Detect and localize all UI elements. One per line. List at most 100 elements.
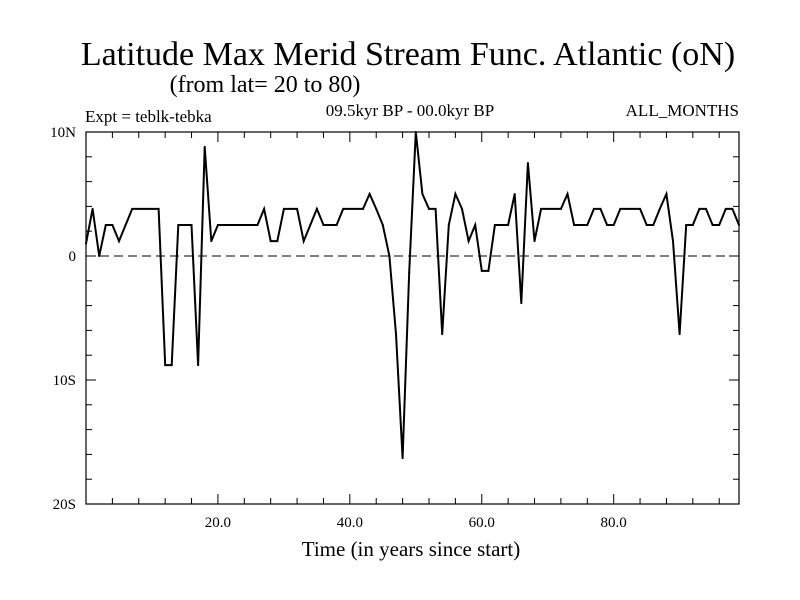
data-point — [619, 207, 622, 210]
data-point — [731, 207, 734, 210]
data-point — [474, 224, 477, 226]
data-point — [322, 224, 325, 226]
data-point — [183, 224, 186, 226]
data-point — [711, 224, 714, 226]
x-tick-label: 20.0 — [205, 515, 231, 531]
data-point — [124, 224, 127, 226]
data-point — [705, 207, 708, 210]
data-point — [230, 224, 233, 226]
data-point — [652, 224, 655, 226]
data-point — [460, 207, 463, 210]
data-point — [197, 364, 200, 367]
data-point — [289, 207, 292, 210]
months-label: ALL_MONTHS — [626, 101, 739, 120]
period-label: 09.5kyr BP - 00.0kyr BP — [326, 101, 494, 120]
data-point — [408, 271, 411, 274]
data-point — [170, 364, 173, 367]
data-point — [164, 364, 167, 367]
data-point — [540, 207, 543, 210]
data-point — [302, 240, 305, 243]
data-point — [104, 224, 107, 226]
data-point — [507, 224, 510, 226]
data-point — [500, 224, 503, 226]
data-point — [85, 242, 87, 245]
data-point — [117, 240, 120, 243]
data-point — [375, 207, 378, 210]
data-point — [526, 162, 529, 164]
data-point — [144, 207, 147, 210]
data-point — [269, 240, 272, 243]
data-point — [427, 207, 430, 210]
data-point — [282, 207, 285, 210]
data-point — [632, 207, 635, 210]
data-point — [559, 207, 562, 210]
y-tick-label: 10N — [50, 125, 76, 141]
data-point — [487, 269, 490, 272]
data-point — [441, 333, 444, 336]
chart-title: Latitude Max Merid Stream Func. Atlantic… — [81, 36, 735, 73]
data-point — [137, 207, 140, 210]
data-point — [480, 269, 483, 272]
chart-subtitle: (from lat= 20 to 80) — [170, 72, 361, 98]
data-point — [599, 207, 602, 210]
x-tick-label: 80.0 — [601, 515, 627, 531]
data-point — [296, 207, 299, 210]
data-point — [329, 224, 332, 226]
data-point — [738, 224, 740, 226]
data-point — [612, 224, 615, 226]
data-point — [131, 207, 134, 210]
data-point — [421, 193, 424, 195]
data-point — [685, 224, 688, 226]
data-point — [586, 224, 589, 226]
data-point — [573, 224, 576, 226]
data-point — [447, 224, 450, 226]
data-point — [177, 224, 180, 226]
data-point — [401, 457, 404, 460]
data-point — [348, 207, 351, 210]
data-point — [216, 224, 219, 226]
x-axis-label: Time (in years since start) — [302, 537, 521, 561]
data-point — [157, 207, 160, 210]
data-point — [553, 207, 556, 210]
data-point — [658, 207, 661, 210]
data-point — [493, 224, 496, 226]
data-point — [263, 207, 266, 210]
data-point — [579, 224, 582, 226]
data-point — [190, 224, 193, 226]
data-point — [639, 207, 642, 210]
expt-label: Expt = teblk-tebka — [85, 107, 212, 126]
data-point — [342, 207, 345, 210]
data-point — [592, 207, 595, 210]
data-point — [368, 193, 371, 195]
data-point — [434, 207, 437, 210]
data-point — [91, 207, 94, 210]
data-point — [388, 255, 391, 257]
data-point — [355, 207, 358, 210]
data-point — [566, 193, 569, 195]
y-tick-label: 10S — [53, 373, 76, 389]
data-point — [243, 224, 246, 226]
data-point — [520, 302, 523, 305]
data-point — [665, 193, 668, 195]
data-point — [210, 240, 213, 243]
data-point — [546, 207, 549, 210]
data-point — [236, 224, 239, 226]
data-point — [256, 224, 259, 226]
data-point — [315, 207, 318, 210]
data-point — [223, 224, 226, 226]
data-point — [395, 333, 398, 336]
data-point — [672, 240, 675, 243]
data-point — [678, 333, 681, 336]
x-tick-label: 40.0 — [337, 515, 363, 531]
data-point — [645, 224, 648, 226]
data-point — [98, 255, 101, 257]
data-point — [203, 145, 206, 148]
data-point — [381, 224, 384, 226]
data-point — [606, 224, 609, 226]
data-point — [718, 224, 721, 226]
data-point — [698, 207, 701, 210]
plot-area: 10N 0 10S 20S 20.0 40.0 60.0 80.0 — [50, 125, 740, 531]
data-point — [362, 207, 365, 210]
data-point — [625, 207, 628, 210]
